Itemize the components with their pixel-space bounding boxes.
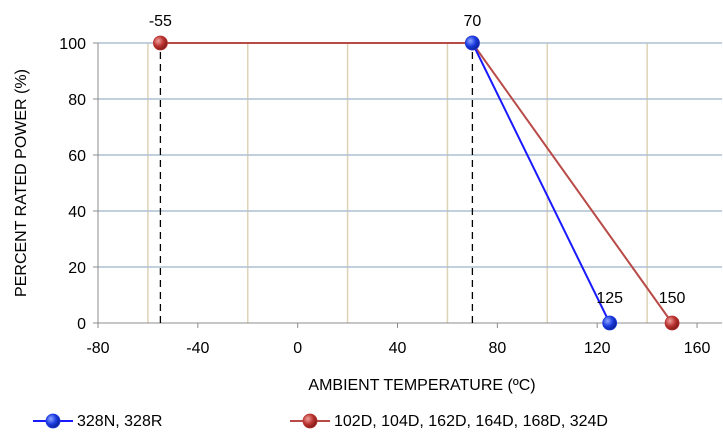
data-label: -55 bbox=[149, 13, 172, 30]
x-tick-label: -80 bbox=[86, 340, 109, 357]
gridlines bbox=[98, 42, 722, 323]
x-tick-label: 0 bbox=[293, 340, 302, 357]
y-tick-label: 100 bbox=[59, 36, 86, 53]
series-lines bbox=[160, 42, 673, 324]
x-tick-label: 120 bbox=[584, 340, 611, 357]
y-axis-title: PERCENT RATED POWER (%) bbox=[13, 69, 30, 297]
annotations: -55 70 125 150 bbox=[149, 13, 686, 307]
data-point bbox=[602, 315, 618, 331]
y-tick-label: 0 bbox=[77, 316, 86, 333]
data-label: 150 bbox=[659, 290, 686, 307]
y-tick-label: 40 bbox=[68, 204, 86, 221]
legend-label: 328N, 328R bbox=[77, 413, 162, 430]
x-tick-label: 80 bbox=[488, 340, 506, 357]
data-point bbox=[664, 315, 680, 331]
y-tick-label: 60 bbox=[68, 148, 86, 165]
data-label: 125 bbox=[596, 290, 623, 307]
x-tick-label: 160 bbox=[684, 340, 711, 357]
legend-marker bbox=[45, 413, 61, 429]
axes bbox=[93, 42, 722, 328]
legend: 328N, 328R 102D, 104D, 162D, 164D, 168D, … bbox=[33, 413, 608, 430]
legend-label: 102D, 104D, 162D, 164D, 168D, 324D bbox=[334, 413, 608, 430]
series-line bbox=[471, 42, 611, 324]
data-point bbox=[152, 35, 168, 51]
reference-lines bbox=[159, 43, 474, 323]
data-points bbox=[152, 35, 680, 331]
series-line bbox=[160, 42, 673, 324]
legend-marker bbox=[302, 413, 318, 429]
data-point bbox=[464, 35, 480, 51]
x-axis-title: AMBIENT TEMPERATURE (ºC) bbox=[308, 377, 535, 394]
y-tick-label: 20 bbox=[68, 260, 86, 277]
data-label: 70 bbox=[464, 13, 482, 30]
x-tick-label: 40 bbox=[389, 340, 407, 357]
y-tick-label: 80 bbox=[68, 92, 86, 109]
x-tick-label: -40 bbox=[186, 340, 209, 357]
tick-labels: 0 20 40 60 80 100 -80 -40 0 40 80 120 160 bbox=[59, 36, 710, 357]
